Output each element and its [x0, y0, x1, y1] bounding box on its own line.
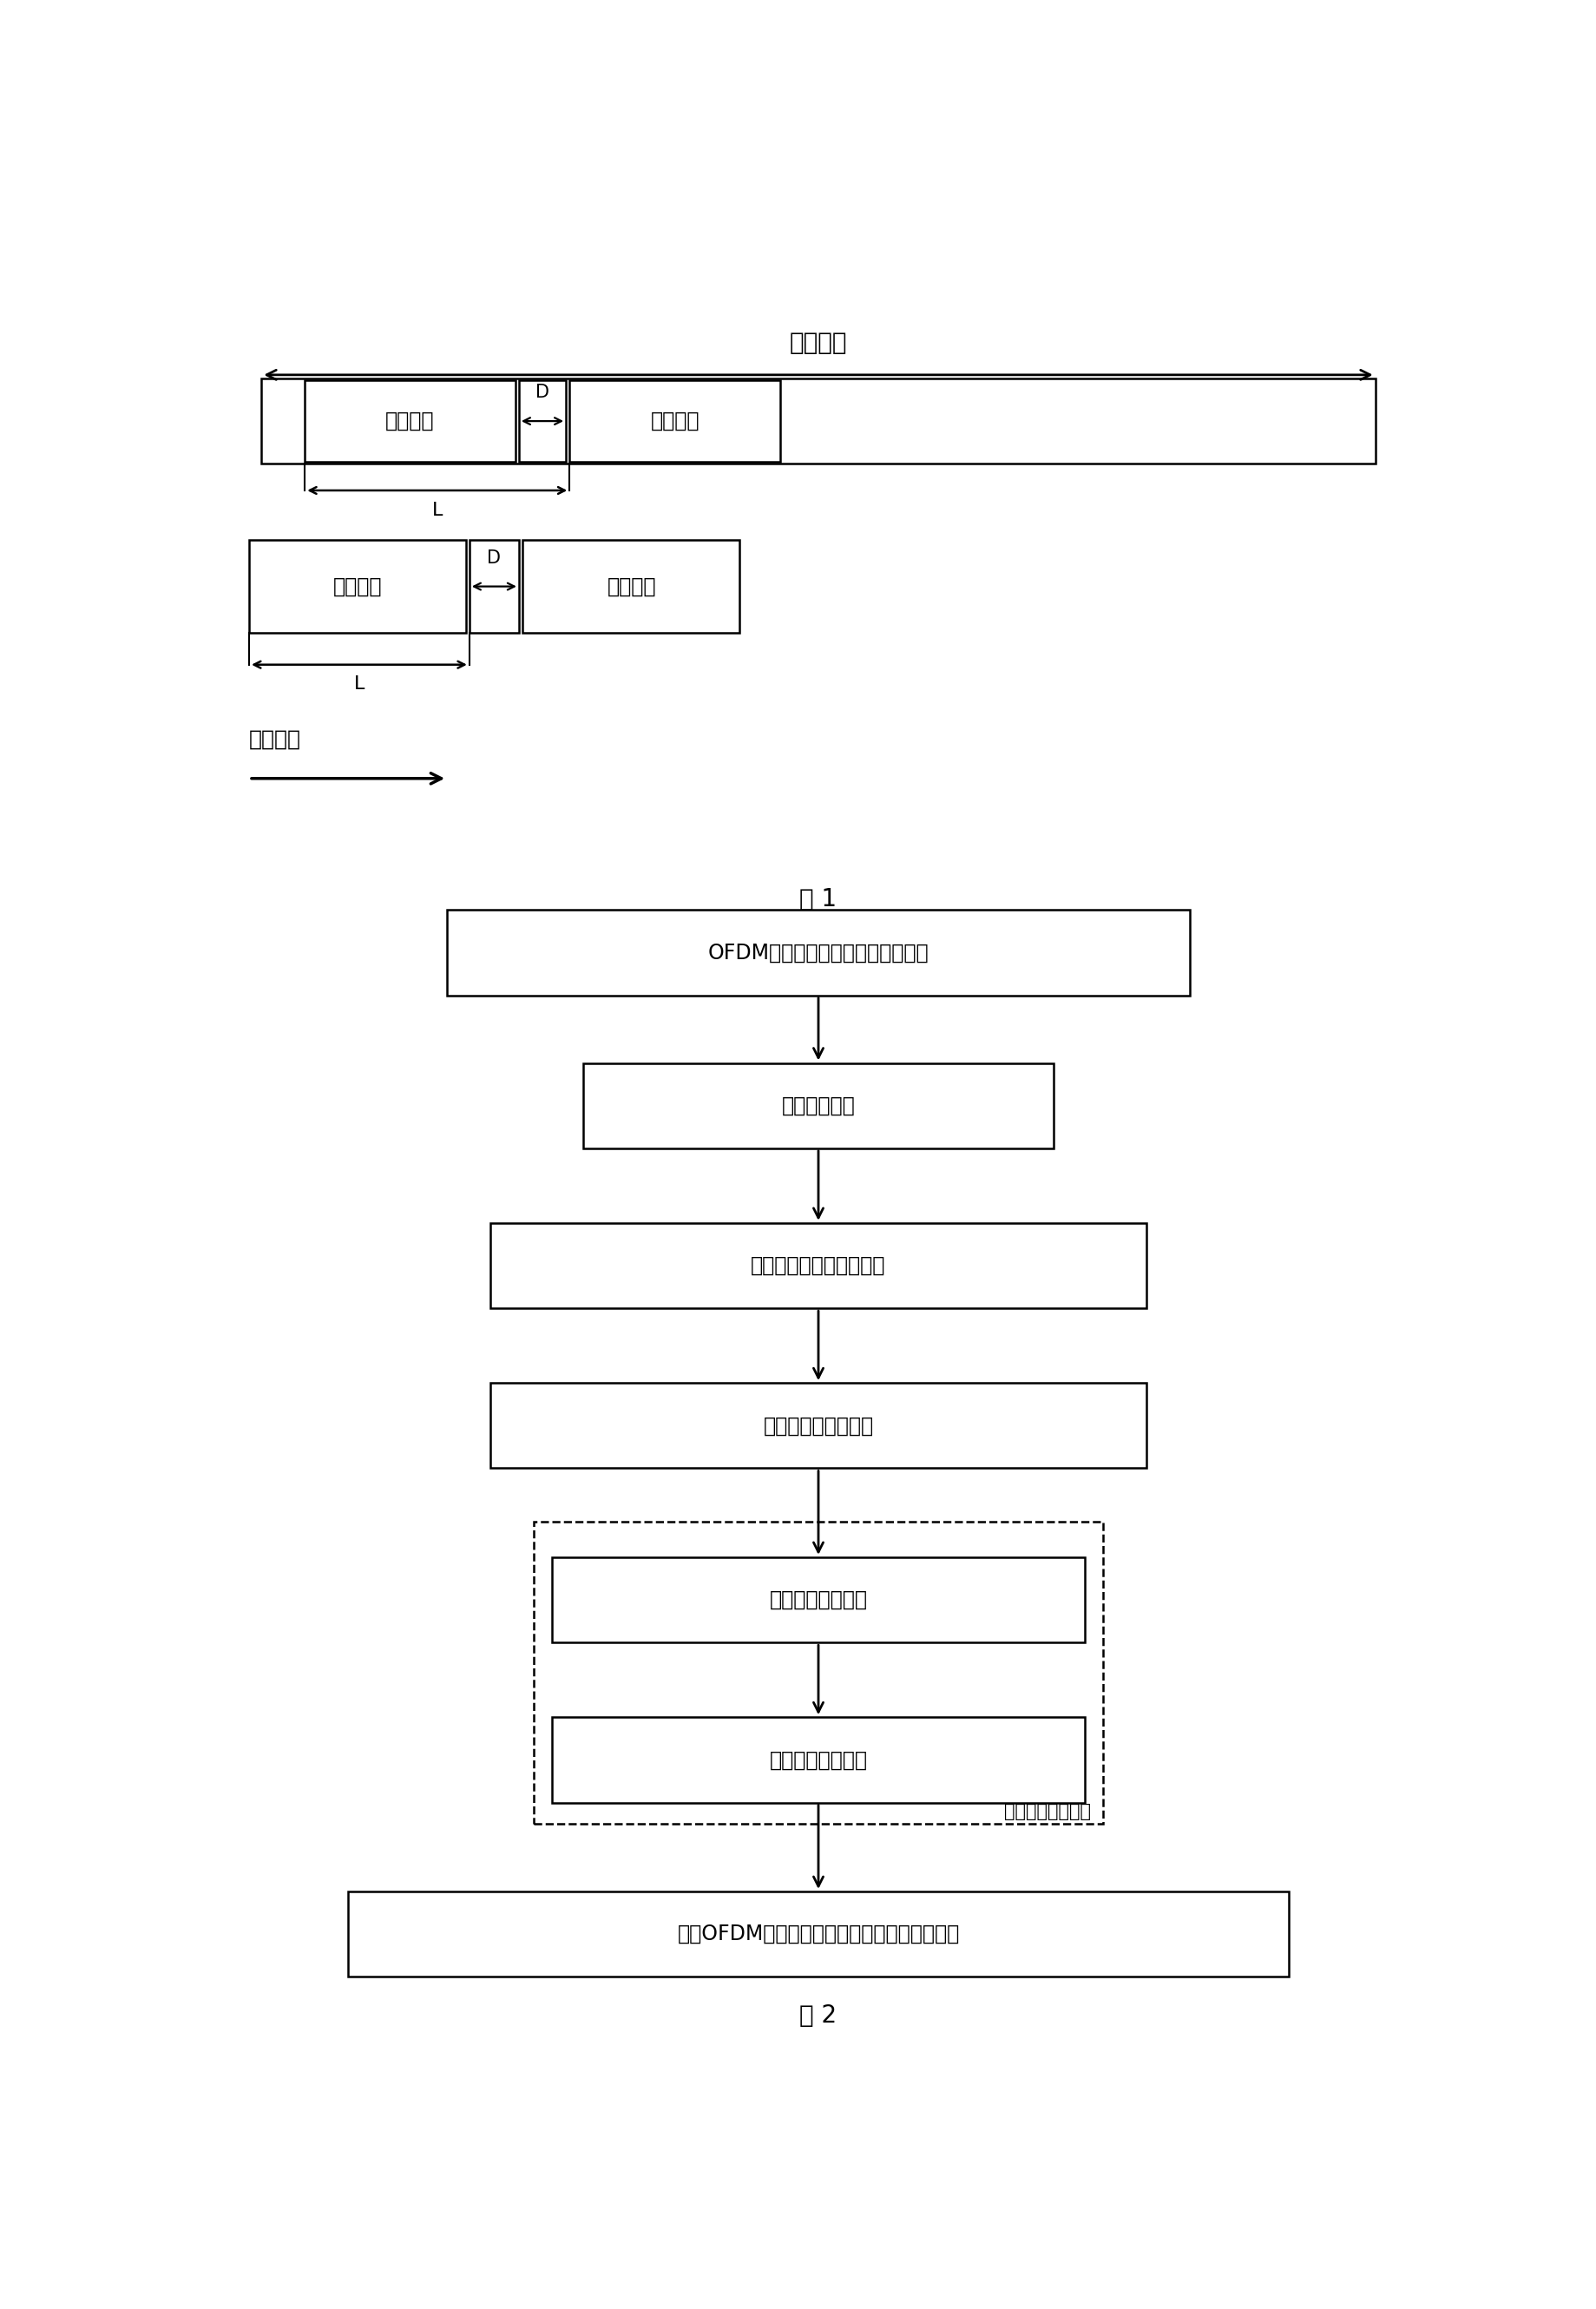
Bar: [490, 1224, 1146, 1309]
Text: 整数频偏粗略搜索: 整数频偏粗略搜索: [769, 1589, 867, 1609]
Text: 图 1: 图 1: [800, 887, 836, 912]
Text: 小数频偏修正: 小数频偏修正: [780, 1094, 855, 1115]
Text: 训练序列: 训练序列: [650, 411, 699, 432]
Text: L: L: [431, 501, 442, 520]
Text: 前滑动窗: 前滑动窗: [606, 575, 656, 596]
Text: 后滑动窗: 后滑动窗: [334, 575, 383, 596]
Text: 滑动方向: 滑动方向: [249, 730, 302, 750]
Bar: [583, 1062, 1053, 1148]
Bar: [249, 540, 466, 633]
Text: 图 2: 图 2: [800, 2004, 836, 2027]
Bar: [570, 381, 779, 462]
Bar: [552, 1718, 1084, 1803]
Text: OFDM符号粗略位置和小数频偏估计: OFDM符号粗略位置和小数频偏估计: [707, 942, 929, 963]
Bar: [305, 381, 516, 462]
Text: 接收信号: 接收信号: [788, 330, 847, 356]
Text: 得到OFDM符号位置估计值，完成信道类型估计: 得到OFDM符号位置估计值，完成信道类型估计: [677, 1923, 959, 1944]
Text: D: D: [487, 550, 501, 566]
Bar: [519, 381, 565, 462]
Text: D: D: [535, 383, 549, 402]
Bar: [490, 1383, 1146, 1469]
Bar: [552, 1556, 1084, 1642]
Text: 整数频偏分级搜索: 整数频偏分级搜索: [1004, 1803, 1090, 1819]
Bar: [447, 910, 1189, 995]
Bar: [533, 1522, 1103, 1824]
Text: 得到接收的频域训练序列: 得到接收的频域训练序列: [750, 1256, 886, 1277]
Text: 整数频偏精细搜索: 整数频偏精细搜索: [769, 1750, 867, 1771]
Bar: [522, 540, 739, 633]
Text: 对训练序列重新排序: 对训练序列重新排序: [763, 1415, 873, 1436]
Bar: [262, 379, 1374, 464]
Text: L: L: [354, 677, 364, 693]
Bar: [348, 1891, 1288, 1977]
Bar: [469, 540, 519, 633]
Text: 训练序列: 训练序列: [385, 411, 434, 432]
